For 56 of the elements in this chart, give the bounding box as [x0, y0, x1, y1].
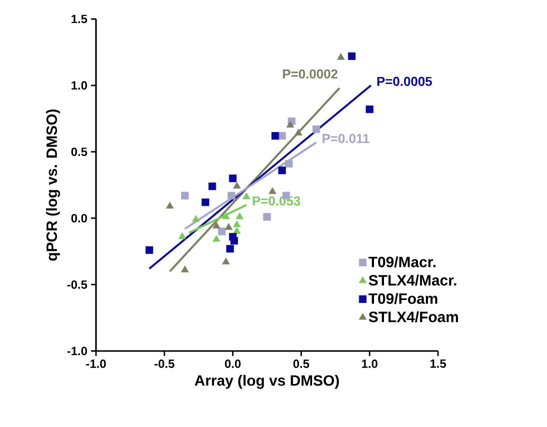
point	[294, 128, 302, 136]
point	[208, 182, 216, 190]
point	[218, 228, 226, 236]
point	[212, 235, 220, 242]
point	[268, 187, 276, 194]
point	[212, 222, 220, 228]
point	[271, 132, 280, 140]
point	[366, 106, 374, 114]
point	[224, 223, 233, 230]
point	[222, 258, 230, 264]
y-tick-label: 0.5	[71, 148, 88, 156]
point	[236, 212, 244, 220]
x-tick-label: 0.5	[293, 360, 310, 368]
x-axis-title: Array (log vs DMSO)	[194, 374, 339, 389]
y-tick-label: -1.0	[67, 346, 87, 356]
legend-label: STLX4/Foam	[368, 311, 458, 322]
annotation: P=0.0002	[283, 69, 338, 79]
legend-label: T09/Macr.	[368, 256, 436, 268]
point	[233, 220, 241, 228]
x-tick-label: 1.0	[362, 360, 378, 368]
y-tick-label: 1.5	[72, 14, 88, 24]
point	[263, 213, 271, 221]
legend-label: T09/Foam	[368, 292, 438, 304]
point	[348, 52, 356, 60]
point	[222, 212, 230, 220]
point	[285, 160, 293, 168]
point	[226, 244, 234, 253]
x-tick-label: 0.0	[224, 360, 241, 368]
point	[202, 198, 210, 206]
y-tick-label: 1.0	[72, 81, 87, 90]
y-tick-label: -0.5	[67, 280, 88, 289]
point	[181, 266, 189, 272]
point	[286, 120, 294, 128]
point	[192, 215, 200, 222]
point	[242, 192, 250, 200]
y-tick-label: 0.0	[71, 214, 87, 222]
point	[178, 232, 186, 240]
point	[337, 53, 345, 60]
annotation: P=0.011	[322, 134, 370, 144]
point	[146, 246, 154, 254]
annotation: P=0.0005	[377, 76, 432, 86]
x-tick-label: 1.5	[430, 360, 446, 368]
y-axis-title: qPCR (log vs. DMSO)	[46, 109, 60, 261]
point	[312, 125, 320, 134]
x-tick-label: -1.0	[86, 360, 106, 368]
point	[229, 174, 237, 182]
point	[278, 132, 286, 140]
point	[166, 202, 174, 209]
point	[181, 192, 189, 200]
x-tick-label: -0.5	[154, 360, 174, 368]
point	[233, 227, 241, 234]
point	[278, 166, 286, 174]
point	[233, 182, 241, 189]
legend-label: STLX4/Macr.	[368, 274, 456, 286]
point	[228, 192, 236, 200]
point	[230, 236, 238, 245]
